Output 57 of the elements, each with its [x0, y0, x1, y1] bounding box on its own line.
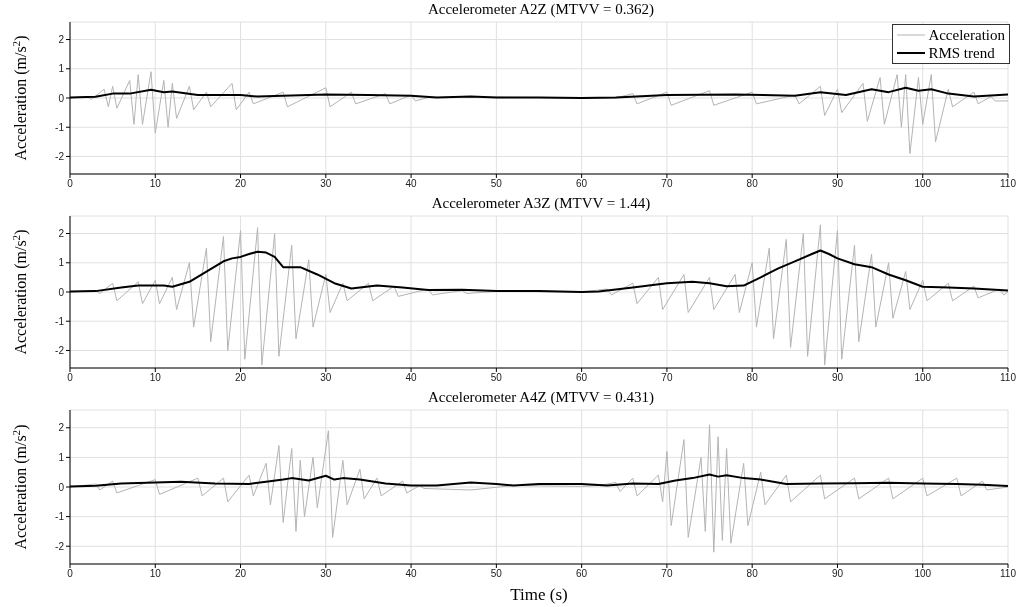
x-tick-label: 0 [67, 568, 74, 580]
y-tick-label: 2 [58, 422, 65, 434]
x-tick-label: 40 [405, 372, 418, 384]
y-tick-label: 2 [58, 34, 65, 46]
x-tick-label: 80 [746, 372, 759, 384]
x-tick-label: 80 [746, 568, 759, 580]
x-tick-label: 50 [490, 568, 503, 580]
x-tick-label: 60 [576, 178, 588, 190]
y-tick-label: 0 [58, 286, 65, 298]
x-tick-label: 20 [234, 372, 247, 384]
x-tick-label: 100 [914, 372, 932, 384]
x-tick-label: 90 [831, 178, 844, 190]
x-tick-label: 30 [320, 178, 332, 190]
x-tick-label: 100 [914, 178, 932, 190]
y-tick-label: -2 [55, 151, 65, 163]
x-tick-label: 100 [914, 568, 932, 580]
x-tick-label: 90 [831, 568, 844, 580]
y-tick-label: -1 [55, 315, 65, 327]
x-tick-label: 10 [149, 178, 162, 190]
x-tick-label: 20 [234, 178, 247, 190]
x-tick-label: 70 [661, 568, 673, 580]
x-tick-label: 110 [1000, 372, 1017, 384]
x-tick-label: 0 [67, 372, 74, 384]
x-tick-label: 80 [746, 178, 759, 190]
x-tick-label: 30 [320, 568, 332, 580]
x-tick-label: 40 [405, 568, 418, 580]
x-tick-label: 90 [831, 372, 844, 384]
y-tick-label: -2 [55, 345, 65, 357]
x-tick-label: 50 [490, 372, 503, 384]
x-tick-label: 110 [1000, 178, 1017, 190]
x-tick-label: 110 [1000, 568, 1017, 580]
chart-title: Accelerometer A3Z (MTVV = 1.44) [430, 194, 652, 212]
y-tick-label: 1 [58, 451, 65, 463]
chart-title: Accelerometer A2Z (MTVV = 0.362) [426, 0, 655, 18]
legend-label: RMS trend [928, 44, 995, 62]
x-tick-label: 60 [576, 372, 588, 384]
y-tick-label: -1 [55, 121, 65, 133]
x-axis-title: Time (s) [510, 585, 568, 604]
y-tick-label: 0 [58, 92, 65, 104]
y-tick-label: 1 [58, 257, 65, 269]
x-tick-label: 10 [149, 372, 162, 384]
x-tick-label: 70 [661, 178, 673, 190]
x-tick-label: 40 [405, 178, 418, 190]
x-tick-label: 0 [67, 178, 74, 190]
x-tick-label: 60 [576, 568, 588, 580]
y-tick-label: 0 [58, 481, 65, 493]
x-tick-label: 10 [149, 568, 162, 580]
x-tick-label: 50 [490, 178, 503, 190]
y-tick-label: 1 [58, 63, 65, 75]
chart-title: Accelerometer A4Z (MTVV = 0.431) [426, 388, 655, 406]
legend-label: Acceleration [928, 26, 1005, 44]
x-tick-label: 20 [234, 568, 247, 580]
y-tick-label: 2 [58, 228, 65, 240]
y-tick-label: -1 [55, 511, 65, 523]
x-tick-label: 30 [320, 372, 332, 384]
x-tick-label: 70 [661, 372, 673, 384]
y-tick-label: -2 [55, 540, 65, 552]
